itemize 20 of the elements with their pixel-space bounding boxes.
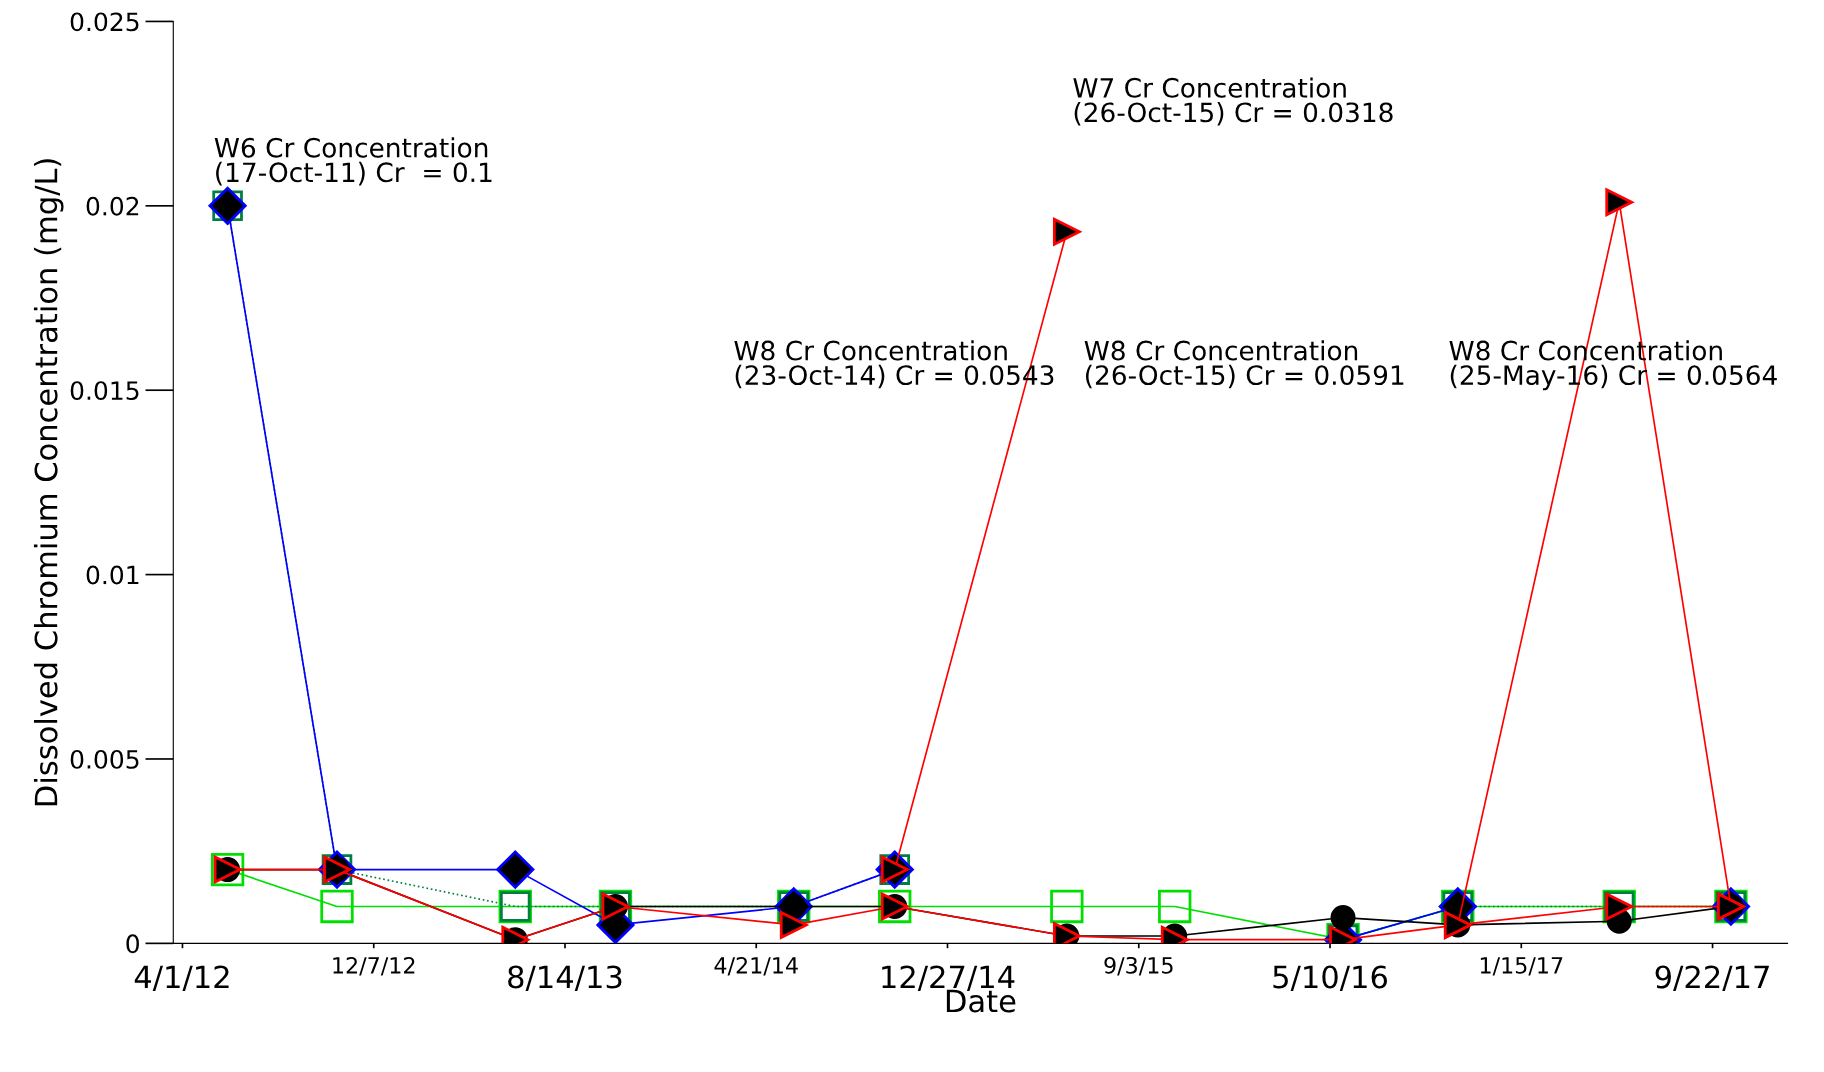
annotation: W6 Cr Concentration (17-Oct-11) Cr = 0.1 [214,137,492,186]
y-tick-label: 0.02 [86,196,139,216]
y-tick-label: 0.01 [86,565,139,585]
y-tick-label: 0 [126,934,139,954]
annotation: W7 Cr Concentration (26-Oct-15) Cr = 0.0318 [1073,77,1393,126]
x-tick-label: 4/1/12 [134,965,229,991]
y-tick-label: 0.025 [70,12,139,32]
annotation: W8 Cr Concentration (26-Oct-15) Cr = 0.0591 [1084,340,1404,389]
y-axis-title: Dissolved Chromium Concentration (mg/L) [33,159,64,806]
x-tick-label: 1/15/17 [1480,957,1563,976]
x-tick-label: 9/3/15 [1104,956,1173,976]
y-tick-label: 0.005 [70,749,139,769]
y-tick-label: 0.015 [70,381,139,401]
x-tick-label: 12/27/14 [882,965,1015,991]
x-tick-label: 5/10/16 [1273,965,1387,991]
x-tick-label: 9/22/17 [1655,965,1769,991]
x-tick-label: 12/7/12 [333,956,415,976]
x-tick-label: 4/21/14 [714,956,798,976]
x-tick-label: 8/14/13 [508,965,622,991]
x-axis-title: Date [946,989,1016,1013]
